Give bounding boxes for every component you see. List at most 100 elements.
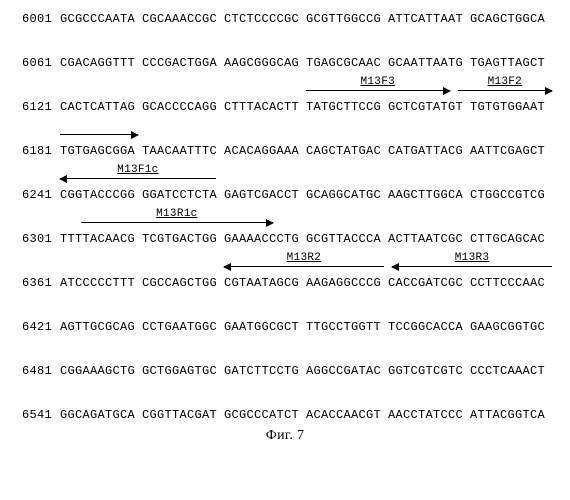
sequence-group: AAGCGGGCAG [224,56,306,70]
position-number: 6421 [12,320,52,334]
sequence-group: GCAGCTGGCA [470,12,552,26]
sequence-group: GAATGGCGCT [224,320,306,334]
sequence-group: ACACCAACGT [306,408,388,422]
sequence-group: GGTCGTCGTC [388,364,470,378]
annotation-layer [60,124,558,144]
sequence-group: CGGTTACGAT [142,408,224,422]
sequence-group: TATGCTTCCG [306,100,388,114]
sequence-row: 6421 AGTTGCGCAGCCTGAATGGCGAATGGCGCTTTGCCT… [12,320,558,334]
sequence-group: CGCCAGCTGG [142,276,224,290]
sequence-row: M13R2M13R36361ATCCCCCTTTCGCCAGCTGGCGTAAT… [12,276,558,290]
sequence-group: GCGCCCATCT [224,408,306,422]
sequence-group: GCTGGAGTGC [142,364,224,378]
arrow-shaft [60,178,216,179]
figure-caption: Фиг. 7 [12,428,558,444]
sequence-group: TAACAATTTC [142,144,224,158]
arrow-head-icon [443,87,451,95]
position-number: 6001 [12,12,52,26]
sequence-group: ACACAGGAAA [224,144,306,158]
sequence-group: GCGTTACCCA [306,232,388,246]
sequence-group: TTTTACAACG [60,232,142,246]
sequence-group: GCGTTGGCCG [306,12,388,26]
primer-label: M13R2 [285,252,324,264]
arrow-head-icon [391,263,399,271]
sequence-group: CCTGAATGGC [142,320,224,334]
position-number: 6121 [12,100,52,114]
primer-label: M13R3 [453,252,492,264]
primer-arrow: M13R1c [81,212,274,226]
sequence-group: GCACCCCAGG [142,100,224,114]
sequence-row: M13F1c6241CGGTACCCGGGGATCCTCTAGAGTCGACCT… [12,188,558,202]
sequence-group: TCGTGACTGG [142,232,224,246]
sequence-group: CCCTCAAACT [470,364,552,378]
sequence-row: 6481CGGAAAGCTGGCTGGAGTGCGATCTTCCTGAGGCCG… [12,364,558,378]
sequence-group: AACCTATCCC [388,408,470,422]
annotation-layer: M13F1c [60,168,558,188]
sequence-row: 6541 GGCAGATGCACGGTTACGATGCGCCCATCTACACCA… [12,408,558,422]
sequence-group: TCCGGCACCA [388,320,470,334]
sequence-group: GCAGGCATGC [306,188,388,202]
sequence-row: 6001 GCGCCCAATACGCAAACCGCCTCTCCCCGCGCGTTG… [12,12,558,26]
primer-arrow: M13F3 [306,80,450,94]
position-number: 6541 [12,408,52,422]
position-number: 6361 [12,276,52,290]
sequence-group: GGCAGATGCA [60,408,142,422]
sequence-group: ATTACGGTCA [470,408,552,422]
sequence-group: CGGTACCCGG [60,188,142,202]
sequence-group: CGTAATAGCG [224,276,306,290]
primer-label: M13R1c [154,208,199,220]
primer-label: M13F3 [358,76,397,88]
arrow-head-icon [266,219,274,227]
sequence-row: 6061CGACAGGTTTCCCGACTGGAAAGCGGGCAGTGAGCG… [12,56,558,70]
sequence-group: GCTCGTATGT [388,100,470,114]
annotation-layer: M13F3 M13F2 [60,80,558,100]
sequence-group: TTGCCTGGTT [306,320,388,334]
sequence-group: AGGCCGATAC [306,364,388,378]
sequence-group: TGAGTTAGCT [470,56,552,70]
primer-label: M13F1c [115,164,160,176]
arrow-shaft [224,266,384,267]
sequence-group: GAAGCGGTGC [470,320,552,334]
position-number: 6181 [12,144,52,158]
sequence-group: CACCGATCGC [388,276,470,290]
sequence-group: ACTTAATCGC [388,232,470,246]
sequence-group: ATTCATTAAT [388,12,470,26]
sequence-group: GCGCCCAATA [60,12,142,26]
sequence-group: AAGAGGCCCG [306,276,388,290]
position-number: 6301 [12,232,52,246]
sequence-group: CAGCTATGAC [306,144,388,158]
sequence-group: CTTTACACTT [224,100,306,114]
sequence-group: AATTCGAGCT [470,144,552,158]
sequence-group: TGAGCGCAAC [306,56,388,70]
arrow-head-icon [545,87,553,95]
sequence-group: CATGATTACG [388,144,470,158]
annotation-layer: M13R2M13R3 [60,256,558,276]
sequence-row: M13R1c6301TTTTACAACGTCGTGACTGGGAAAACCCTG… [12,232,558,246]
arrow-shaft [81,222,274,223]
sequence-group: ATCCCCCTTT [60,276,142,290]
sequence-group: GCAATTAATG [388,56,470,70]
sequence-group: GAGTCGACCT [224,188,306,202]
arrow-shaft [392,266,552,267]
sequence-group: CGGAAAGCTG [60,364,142,378]
sequence-group: CTGGCCGTCG [470,188,552,202]
position-number: 6241 [12,188,52,202]
sequence-group: CGCAAACCGC [142,12,224,26]
arrow-head-icon [59,175,67,183]
sequence-row: 6181TGTGAGCGGATAACAATTTCACACAGGAAACAGCTA… [12,144,558,158]
primer-arrow: M13R2 [224,256,384,270]
sequence-group: GGATCCTCTA [142,188,224,202]
arrow-shaft [458,90,552,91]
sequence-row: M13F3M13F26121CACTCATTAGGCACCCCAGGCTTTAC… [12,100,558,114]
sequence-group: CACTCATTAG [60,100,142,114]
arrow-shaft [306,90,450,91]
sequence-group: AGTTGCGCAG [60,320,142,334]
primer-arrow: M13F2 [458,80,552,94]
primer-arrow: M13F1c [60,168,216,182]
arrow-shaft [60,134,138,135]
arrow-head-icon [223,263,231,271]
sequence-group: CGACAGGTTT [60,56,142,70]
sequence-group: CTCTCCCCGC [224,12,306,26]
sequence-group: CCTTCCCAAC [470,276,552,290]
annotation-layer: M13R1c [60,212,558,232]
